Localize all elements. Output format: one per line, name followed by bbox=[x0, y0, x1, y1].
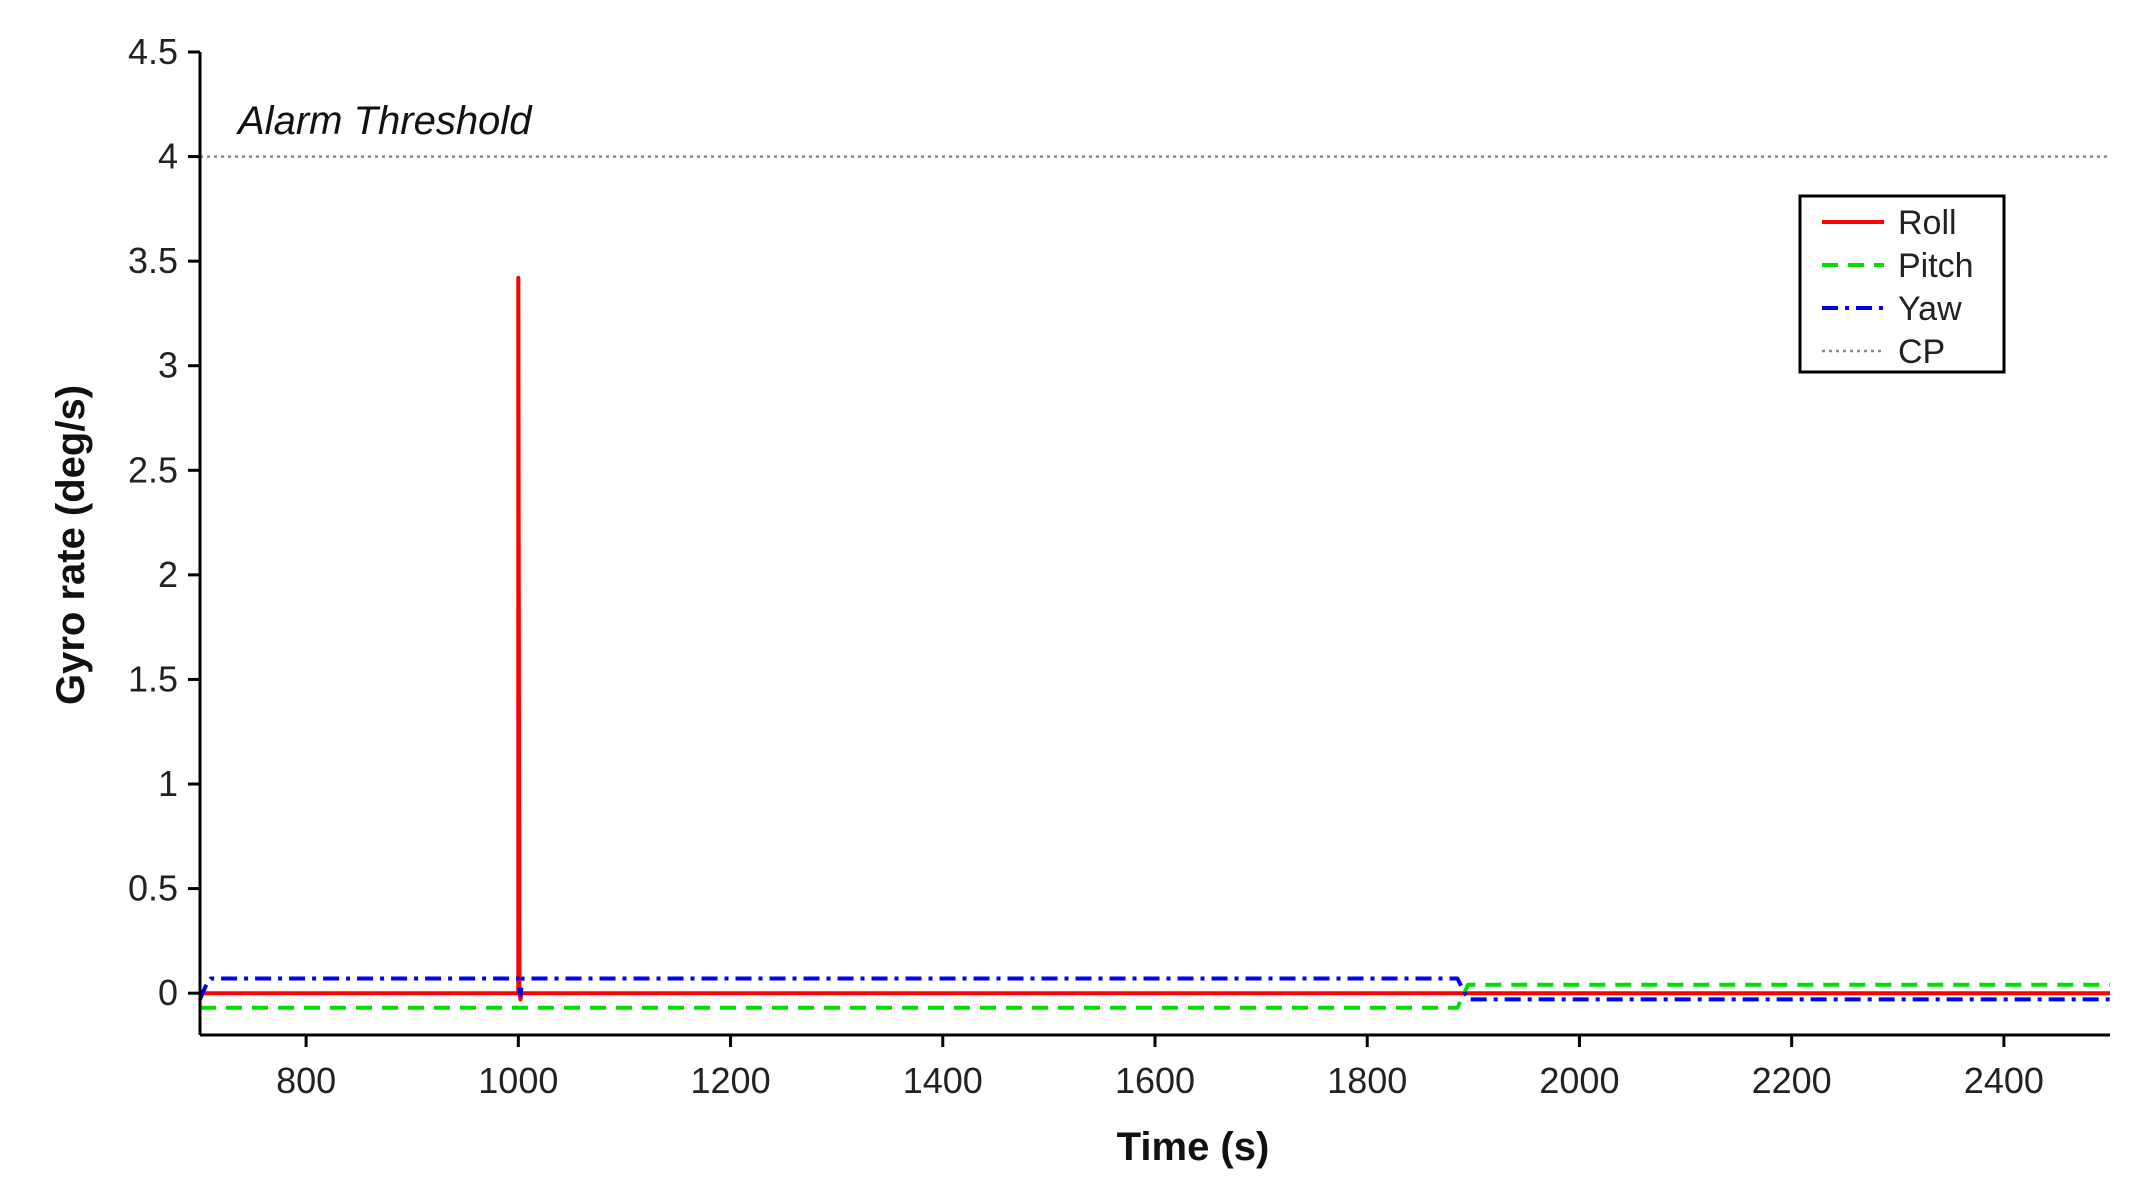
x-tick-label: 1400 bbox=[903, 1060, 983, 1101]
x-axis-title: Time (s) bbox=[1117, 1125, 1270, 1169]
series-pitch-line bbox=[200, 982, 2110, 1010]
y-axis-title: Gyro rate (deg/s) bbox=[49, 385, 93, 705]
y-tick-label: 3 bbox=[158, 345, 178, 386]
x-tick-label: 1000 bbox=[478, 1060, 558, 1101]
x-tick-label: 2200 bbox=[1752, 1060, 1832, 1101]
alarm-threshold-label: Alarm Threshold bbox=[236, 99, 533, 143]
y-tick-label: 4.5 bbox=[128, 31, 178, 72]
legend-label-cp: CP bbox=[1898, 333, 1945, 371]
x-tick-label: 2000 bbox=[1539, 1060, 1619, 1101]
y-tick-label: 1.5 bbox=[128, 658, 178, 699]
x-tick-label: 1800 bbox=[1327, 1060, 1407, 1101]
series-roll-line bbox=[200, 275, 2110, 1002]
legend: Roll Pitch Yaw CP bbox=[1798, 194, 2006, 374]
x-tick-label: 2400 bbox=[1964, 1060, 2044, 1101]
ticks-layer: 0 0.5 1 1.5 2 2.5 3 3.5 4 4.5 800 1000 1200 1400 1600 1… bbox=[128, 31, 2044, 1101]
x-tick-label: 1600 bbox=[1115, 1060, 1195, 1101]
y-tick-label: 0.5 bbox=[128, 868, 178, 909]
series-layer bbox=[198, 155, 2110, 1010]
legend-label-yaw: Yaw bbox=[1898, 290, 1962, 328]
y-tick-label: 2.5 bbox=[128, 449, 178, 490]
legend-label-pitch: Pitch bbox=[1898, 247, 1974, 285]
y-tick-label: 2 bbox=[158, 554, 178, 595]
y-tick-label: 0 bbox=[158, 972, 178, 1013]
x-tick-label: 800 bbox=[276, 1060, 336, 1101]
y-tick-label: 3.5 bbox=[128, 240, 178, 281]
legend-label-roll: Roll bbox=[1898, 204, 1957, 242]
y-tick-label: 1 bbox=[158, 763, 178, 804]
x-tick-label: 1200 bbox=[691, 1060, 771, 1101]
y-tick-label: 4 bbox=[158, 136, 178, 177]
legend-box bbox=[1798, 194, 2006, 374]
series-yaw-line bbox=[198, 976, 2110, 1002]
